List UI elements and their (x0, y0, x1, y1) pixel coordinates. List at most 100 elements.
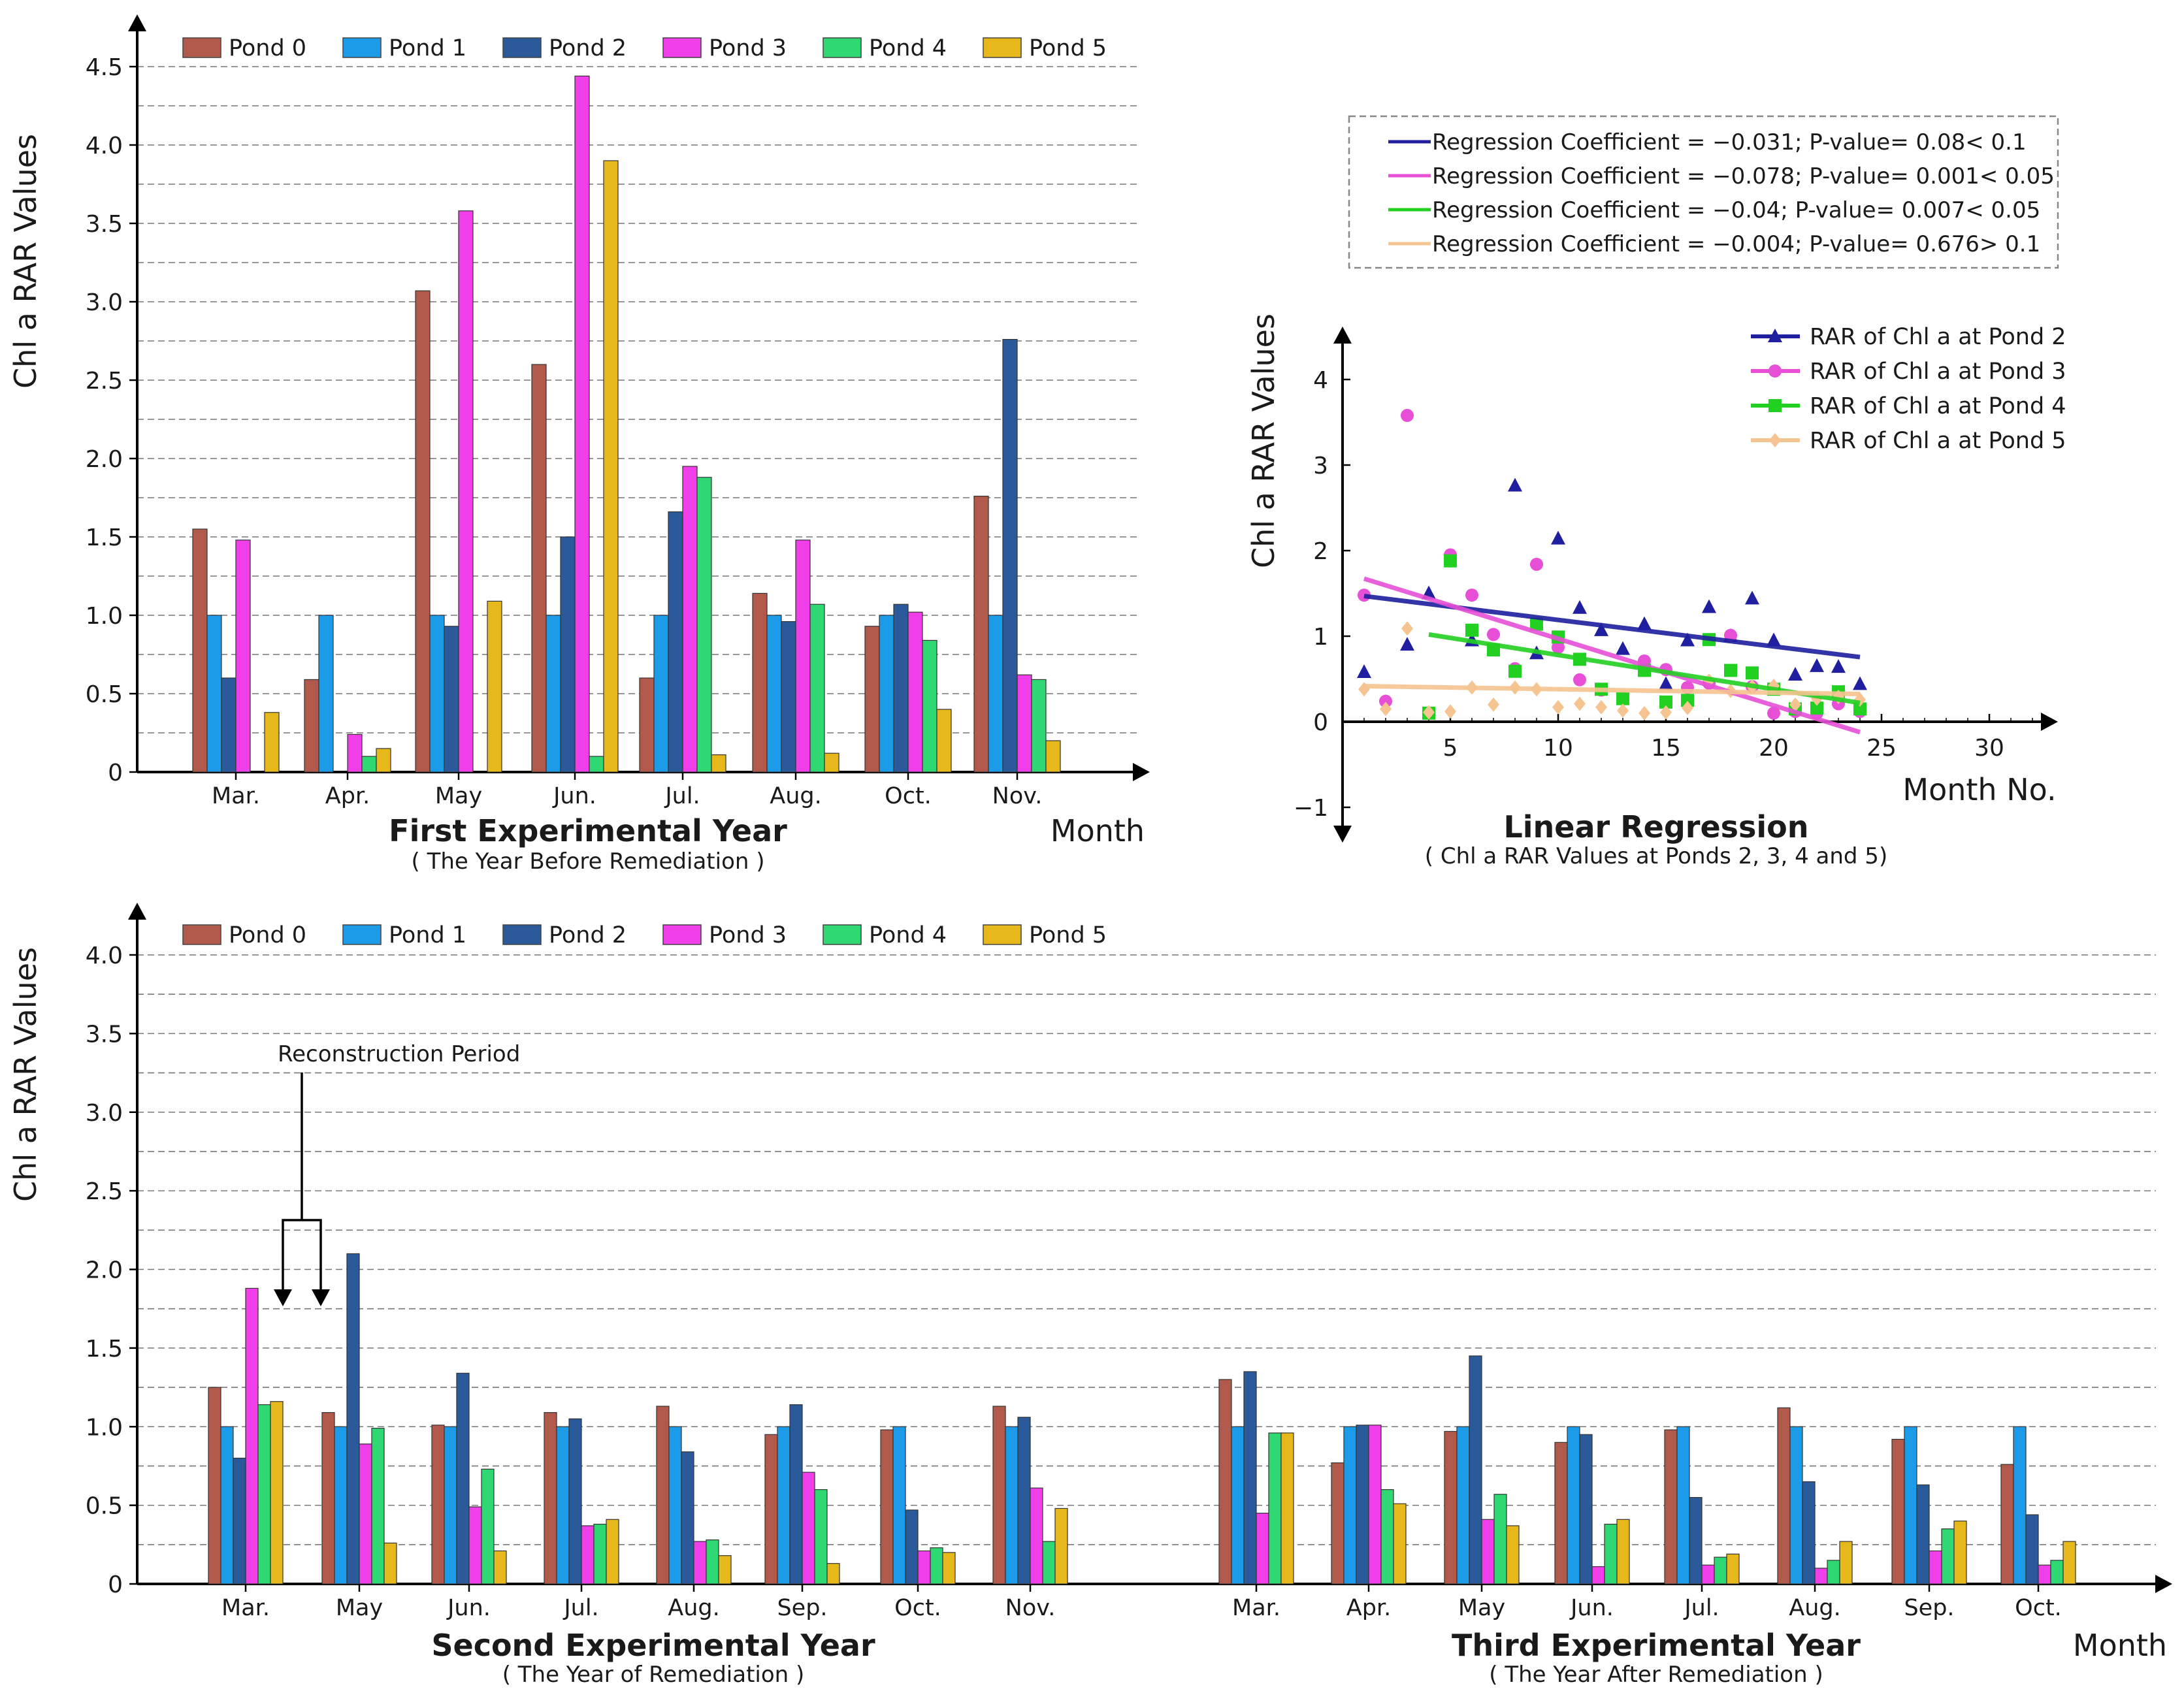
series-legend-marker (1769, 433, 1781, 447)
data-point (1530, 557, 1543, 571)
y-tick-label: 4 (1313, 367, 1328, 394)
regression-chart: Regression Coefficient = −0.031; P-value… (1246, 115, 2066, 869)
y-tick-label: 0 (108, 760, 123, 786)
bar (568, 1418, 582, 1585)
regression-coefficient-text: Regression Coefficient = −0.031; P-value… (1432, 129, 2027, 155)
bar (693, 1541, 707, 1585)
bar (814, 1489, 828, 1585)
bar (639, 677, 655, 773)
data-point (1487, 628, 1500, 641)
data-point (1401, 621, 1413, 636)
bar (764, 1434, 778, 1585)
bar (1604, 1523, 1618, 1585)
bar (245, 1287, 259, 1585)
bar (456, 1372, 470, 1585)
regression-line (1363, 576, 1861, 735)
bar (1714, 1556, 1727, 1585)
bar (1802, 1481, 1816, 1585)
data-point (1574, 696, 1586, 711)
x-axis-title: Month (1051, 813, 1145, 848)
bar (444, 1426, 457, 1585)
series-legend-marker (1768, 399, 1782, 412)
y-axis-title: Chl a RAR Values (8, 947, 43, 1202)
legend-label: Pond 1 (389, 922, 466, 948)
y-tick-label: 4.0 (86, 133, 123, 159)
bar (2050, 1560, 2064, 1585)
x-tick-label: Sep. (777, 1595, 827, 1621)
x-tick-label: 20 (1759, 735, 1789, 762)
bar (1356, 1425, 1369, 1585)
bar (208, 1387, 221, 1585)
x-tick-label: Jun. (552, 783, 596, 809)
x-tick-label: May (336, 1595, 383, 1621)
bar (1839, 1541, 1853, 1585)
bar (1941, 1528, 1955, 1585)
bar (1231, 1426, 1245, 1585)
bar (1331, 1462, 1345, 1585)
data-point (1724, 664, 1737, 677)
bar (922, 639, 937, 773)
bar (1054, 1508, 1068, 1585)
bar (192, 528, 208, 773)
bar (361, 756, 377, 773)
data-point (1465, 623, 1478, 637)
y-tick-label: 1.0 (86, 603, 123, 630)
data-point (1379, 694, 1392, 708)
first-year-chart: 0 0.5 1.0 1.5 2.0 2.5 3.0 3.5 4.0 4.5 Mar. Apr. May J… (8, 14, 1150, 875)
chart-title: First Experimental Year (389, 813, 787, 848)
y-tick-label: 0 (1313, 709, 1328, 736)
bar (544, 1411, 557, 1585)
legend-label: Pond 1 (389, 35, 466, 61)
bar (1579, 1434, 1593, 1585)
legend-label: Pond 2 (549, 35, 627, 61)
bar (593, 1523, 607, 1585)
bar (752, 592, 768, 773)
bar (777, 1426, 790, 1585)
data-point (1400, 637, 1414, 651)
series-legend-label: RAR of Chl a at Pond 4 (1810, 393, 2066, 419)
bar (1481, 1519, 1495, 1585)
y-tick-label: 2.0 (86, 1257, 123, 1284)
legend-label: Pond 5 (1029, 35, 1107, 61)
data-point (1767, 632, 1781, 647)
data-point (1552, 700, 1564, 715)
series-legend-marker (1768, 329, 1782, 342)
data-point (1831, 659, 1846, 673)
bar (2038, 1564, 2051, 1585)
bar (1469, 1355, 1482, 1585)
bar (1017, 674, 1032, 773)
annotation-arrow-left (274, 1289, 292, 1306)
x-tick-label: Oct. (2015, 1595, 2062, 1621)
bar (574, 75, 590, 773)
legend-swatch (502, 924, 542, 945)
data-point (1682, 701, 1693, 716)
data-point (1444, 554, 1457, 568)
chart-subtitle: ( Chl a RAR Values at Ponds 2, 3, 4 and … (1425, 843, 1887, 869)
x-tick-label: Apr. (1346, 1595, 1391, 1621)
bar (2013, 1426, 2027, 1585)
y-tick-label: −1 (1294, 795, 1328, 822)
data-point (1423, 705, 1435, 720)
legend-swatch (662, 37, 702, 58)
data-point (1789, 697, 1801, 712)
bar (809, 604, 825, 773)
bar (880, 1429, 894, 1585)
legend-swatch (182, 37, 221, 58)
legend-swatch (662, 924, 702, 945)
x-tick-label: Mar. (212, 783, 260, 809)
bar (321, 1411, 335, 1585)
bar (1393, 1503, 1407, 1585)
regression-coefficient-text: Regression Coefficient = −0.078; P-value… (1432, 163, 2055, 189)
bar (270, 1401, 284, 1585)
bar (1444, 1430, 1458, 1585)
data-point (1444, 704, 1456, 719)
bar (766, 615, 782, 773)
bar (531, 364, 547, 773)
bar (444, 626, 459, 773)
legend-label: Pond 3 (709, 35, 787, 61)
data-point (1488, 697, 1499, 712)
bar (711, 754, 726, 773)
bar (706, 1539, 719, 1585)
bar (1002, 338, 1018, 773)
legend-swatch (342, 37, 382, 58)
